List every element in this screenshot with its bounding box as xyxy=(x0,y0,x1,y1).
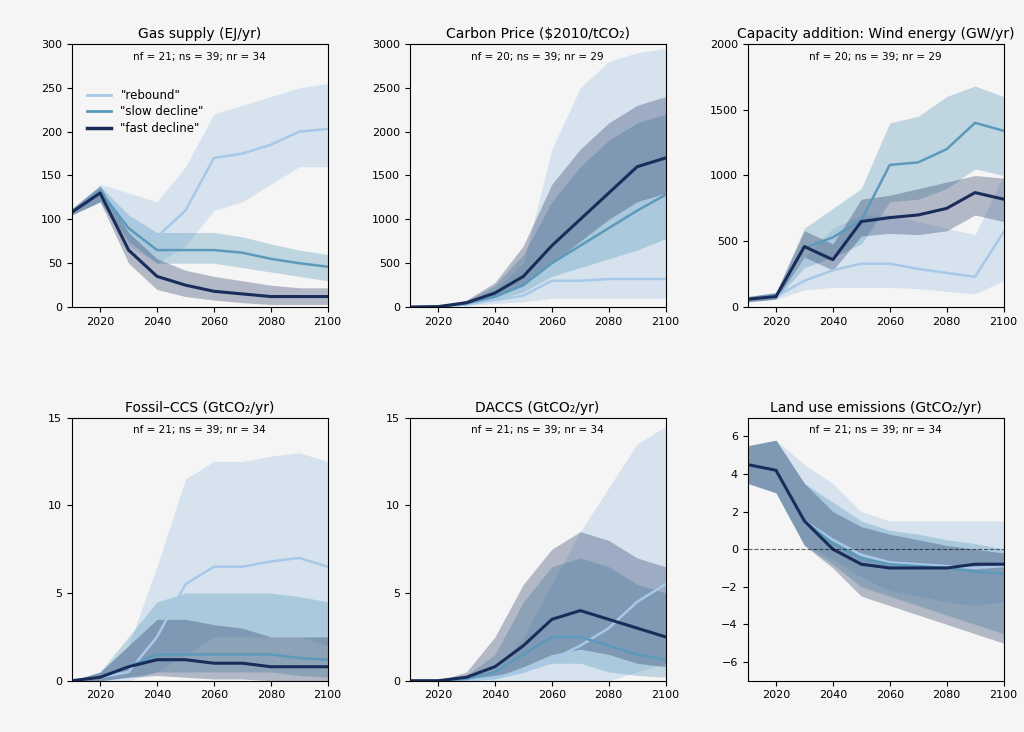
Text: nf = 21; ns = 39; nr = 34: nf = 21; ns = 39; nr = 34 xyxy=(133,52,266,61)
Text: nf = 21; ns = 39; nr = 34: nf = 21; ns = 39; nr = 34 xyxy=(133,425,266,436)
Title: Capacity addition: Wind energy (GW/yr): Capacity addition: Wind energy (GW/yr) xyxy=(737,27,1014,42)
Title: Carbon Price ($2010/tCO₂): Carbon Price ($2010/tCO₂) xyxy=(445,27,630,42)
Title: DACCS (GtCO₂/yr): DACCS (GtCO₂/yr) xyxy=(475,401,600,415)
Text: nf = 21; ns = 39; nr = 34: nf = 21; ns = 39; nr = 34 xyxy=(809,425,942,436)
Text: nf = 21; ns = 39; nr = 34: nf = 21; ns = 39; nr = 34 xyxy=(471,425,604,436)
Legend: "rebound", "slow decline", "fast decline": "rebound", "slow decline", "fast decline… xyxy=(83,84,209,140)
Text: nf = 20; ns = 39; nr = 29: nf = 20; ns = 39; nr = 29 xyxy=(471,52,604,61)
Title: Gas supply (EJ/yr): Gas supply (EJ/yr) xyxy=(138,27,261,42)
Title: Fossil–CCS (GtCO₂/yr): Fossil–CCS (GtCO₂/yr) xyxy=(125,401,274,415)
Text: nf = 20; ns = 39; nr = 29: nf = 20; ns = 39; nr = 29 xyxy=(809,52,942,61)
Title: Land use emissions (GtCO₂/yr): Land use emissions (GtCO₂/yr) xyxy=(770,401,981,415)
